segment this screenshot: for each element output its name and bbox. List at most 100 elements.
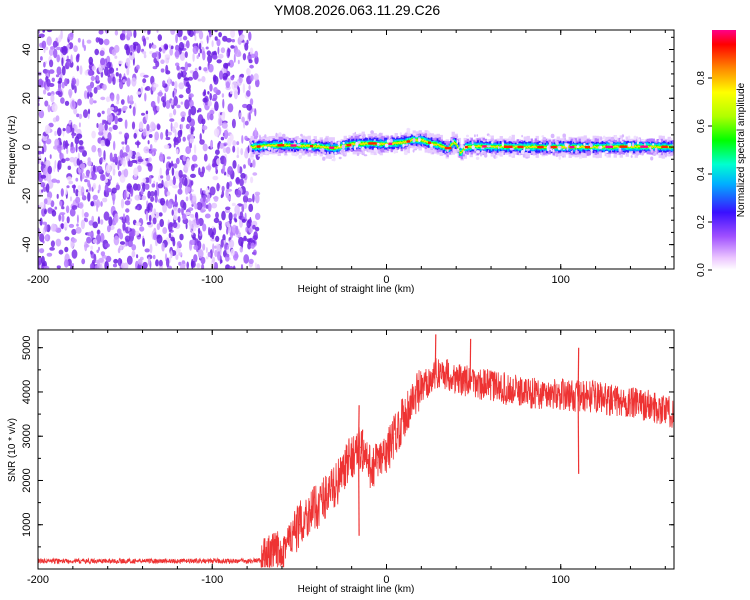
signal-band-cell	[366, 143, 368, 145]
noise-blob	[80, 173, 83, 182]
noise-blob	[248, 112, 251, 122]
signal-peak	[517, 145, 524, 149]
noise-blob	[225, 206, 231, 211]
signal-scatter	[262, 151, 266, 154]
signal-scatter	[418, 145, 422, 148]
noise-blob	[116, 93, 120, 102]
noise-blob	[223, 62, 229, 69]
signal-peak	[277, 144, 285, 147]
noise-blob	[98, 122, 104, 133]
signal-band-cell	[439, 145, 441, 147]
noise-blob	[75, 189, 79, 197]
noise-blob	[162, 227, 168, 234]
noise-blob	[229, 90, 233, 95]
noise-blob	[221, 210, 226, 221]
signal-band-cell	[654, 145, 656, 148]
noise-blob	[39, 217, 43, 226]
noise-blob	[178, 252, 182, 256]
signal-scatter	[632, 142, 635, 147]
noise-blob	[100, 232, 105, 243]
noise-blob	[227, 195, 231, 201]
noise-blob	[217, 46, 220, 55]
signal-scatter	[354, 131, 357, 135]
signal-scatter	[508, 135, 512, 140]
noise-blob	[164, 45, 168, 50]
noise-blob	[157, 183, 164, 189]
signal-band-cell	[284, 144, 286, 148]
signal-band-cell	[391, 143, 393, 145]
signal-band-cell	[512, 146, 514, 149]
noise-blob	[80, 219, 85, 230]
noise-blob	[189, 239, 196, 245]
signal-peak	[537, 145, 544, 149]
signal-band-cell	[524, 146, 526, 149]
noise-blob	[182, 213, 187, 221]
signal-scatter	[414, 134, 419, 138]
noise-blob	[149, 51, 153, 55]
noise-blob	[64, 78, 68, 87]
noise-blob	[64, 246, 69, 253]
signal-band-cell	[425, 141, 427, 143]
noise-blob	[191, 154, 198, 162]
signal-band-cell	[396, 142, 398, 145]
noise-blob	[113, 153, 117, 157]
noise-blob	[236, 146, 240, 156]
noise-blob	[78, 140, 84, 146]
noise-blob	[76, 214, 79, 224]
noise-blob	[215, 235, 220, 242]
noise-blob	[169, 112, 173, 118]
noise-blob	[247, 157, 251, 166]
noise-blob	[207, 251, 211, 258]
spectrogram-xtick-label: -200	[27, 274, 49, 286]
noise-blob	[137, 156, 142, 160]
snr-data-point	[647, 404, 649, 406]
noise-blob	[56, 265, 61, 269]
signal-scatter	[555, 153, 559, 158]
snr-xlabel: Height of straight line (km)	[298, 584, 415, 595]
snr-data-point	[368, 466, 370, 468]
noise-blob	[126, 67, 130, 76]
noise-blob	[206, 112, 211, 121]
signal-scatter	[657, 152, 662, 155]
noise-blob	[178, 41, 185, 51]
noise-blob	[103, 38, 110, 46]
noise-blob	[218, 31, 223, 38]
noise-blob	[62, 128, 66, 132]
noise-blob	[39, 248, 45, 254]
signal-band-cell	[319, 146, 321, 148]
noise-blob	[40, 182, 46, 188]
signal-band-cell	[387, 142, 389, 145]
snr-data-point	[473, 382, 475, 384]
noise-blob	[120, 262, 125, 269]
noise-blob	[100, 201, 103, 207]
noise-blob	[83, 90, 88, 100]
signal-band-cell	[435, 142, 437, 146]
signal-band-cell	[287, 144, 289, 147]
noise-blob	[214, 30, 218, 33]
signal-scatter	[353, 145, 357, 151]
signal-scatter	[412, 149, 415, 153]
signal-scatter	[386, 139, 391, 143]
noise-blob	[190, 258, 194, 269]
snr-data-point	[246, 560, 248, 562]
signal-scatter	[297, 138, 301, 144]
noise-blob	[174, 193, 177, 203]
snr-spike	[469, 338, 472, 383]
snr-ytick-label: 3000	[21, 424, 33, 448]
noise-blob	[122, 79, 126, 83]
signal-scatter	[370, 130, 374, 134]
signal-band-cell	[260, 145, 262, 148]
noise-blob	[142, 261, 148, 269]
signal-scatter	[361, 153, 365, 156]
noise-blob	[112, 156, 118, 163]
noise-blob	[252, 193, 255, 203]
noise-blob	[159, 197, 166, 206]
snr-data-point	[490, 384, 492, 386]
signal-band-cell	[477, 144, 479, 147]
noise-blob	[151, 52, 158, 59]
signal-band-cell	[514, 145, 517, 150]
signal-band-cell	[528, 145, 530, 148]
signal-band-cell	[425, 140, 428, 144]
noise-blob	[101, 110, 105, 115]
signal-band-cell	[438, 144, 440, 147]
